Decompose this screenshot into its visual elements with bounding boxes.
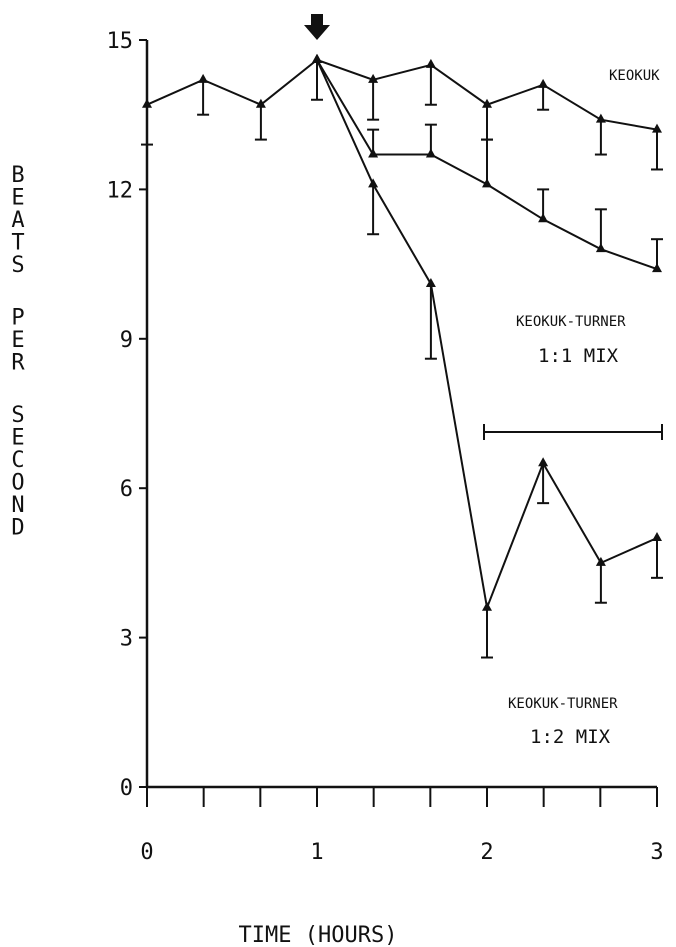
y-tick-label: 0 [120, 776, 133, 801]
data-point [652, 123, 662, 133]
data-point [538, 213, 549, 223]
axes [139, 39, 658, 807]
data-point [425, 58, 436, 68]
data-point [538, 457, 549, 467]
data-point [595, 556, 606, 566]
data-point [312, 53, 322, 63]
series-group [141, 53, 663, 659]
data-point [595, 113, 606, 123]
y-axis-label-letter: O [11, 471, 24, 496]
y-axis-label-letter: N [11, 493, 24, 518]
y-tick-label: 3 [120, 627, 133, 652]
y-axis-label-letter: C [11, 448, 24, 473]
y-tick-label: 9 [120, 328, 133, 353]
y-axis-label-letter: S [11, 403, 24, 428]
data-point [425, 278, 436, 288]
data-point [425, 148, 436, 158]
series-label-mix-1-2-line2: 1:2 MIX [530, 726, 611, 748]
series-label-mix-1-1-line1: KEOKUK-TURNER [516, 314, 626, 330]
data-point [198, 73, 209, 83]
series-2 [312, 53, 663, 273]
data-point [652, 263, 662, 273]
data-point [255, 98, 266, 108]
x-tick-label: 3 [650, 840, 663, 865]
y-axis-label-letter: A [11, 208, 24, 233]
data-point [482, 98, 492, 108]
down-arrow-marker [304, 14, 330, 40]
y-axis-label-letter: E [11, 328, 24, 353]
x-tick-label: 2 [480, 840, 493, 865]
y-axis-label-letter: E [11, 426, 24, 451]
data-point [368, 178, 379, 188]
series-line [146, 58, 658, 131]
series-1 [141, 53, 663, 171]
x-tick-label: 1 [310, 840, 323, 865]
y-axis-label-letter: S [11, 253, 24, 278]
data-point [652, 532, 662, 541]
y-axis-label-letter: B [11, 163, 24, 188]
y-axis-label-letter: E [11, 186, 24, 211]
interval-bracket [483, 424, 663, 440]
y-tick-label: 12 [107, 178, 134, 203]
data-point [482, 601, 492, 611]
data-point [368, 148, 379, 158]
data-point [538, 78, 549, 88]
series-label-mix-1-2-line1: KEOKUK-TURNER [508, 696, 618, 712]
y-axis-label-letter: T [11, 231, 24, 256]
y-axis-label-letter: R [11, 351, 25, 376]
x-axis-label: TIME (HOURS) [239, 923, 398, 947]
data-point [595, 243, 606, 253]
data-point [482, 178, 492, 188]
y-axis-label-letter: P [11, 306, 24, 331]
series-3 [312, 53, 663, 659]
y-axis-label-letter: D [11, 516, 24, 541]
data-point [368, 73, 379, 83]
data-point [142, 98, 152, 108]
y-tick-label: 6 [120, 477, 133, 502]
y-tick-label: 15 [107, 29, 134, 54]
series-label-keokuk: KEOKUK [609, 68, 660, 84]
series-label-mix-1-1-line2: 1:1 MIX [538, 345, 619, 367]
x-tick-label: 0 [140, 840, 153, 865]
